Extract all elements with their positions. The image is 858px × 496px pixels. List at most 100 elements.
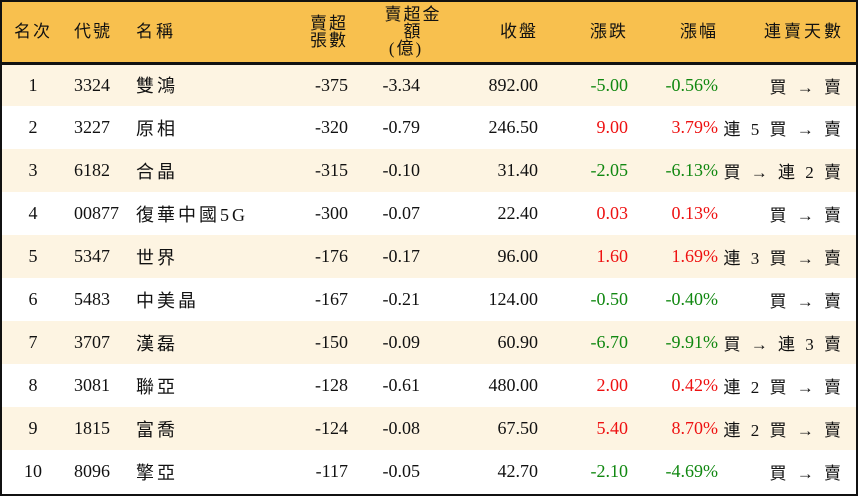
net-sell-amount-cell: -3.34 [382, 74, 421, 95]
table-row[interactable]: 9 1815 富喬 -124 -0.08 67.50 5.40 8.70% 連 … [2, 407, 856, 450]
close-price-cell: 124.00 [488, 289, 539, 309]
table-row[interactable]: 3 6182 合晶 -315 -0.10 31.40 -2.05 -6.13% … [2, 149, 856, 192]
change-pct-cell: -0.40% [665, 289, 719, 309]
close-price-cell: 60.90 [497, 332, 539, 352]
table-row[interactable]: 10 8096 擎亞 -117 -0.05 42.70 -2.10 -4.69%… [2, 450, 856, 493]
rank-cell: 5 [28, 246, 38, 266]
stock-code-cell[interactable]: 3324 [74, 74, 110, 95]
stock-code-cell[interactable]: 1815 [74, 418, 110, 438]
header-code[interactable]: 代號 [74, 22, 112, 42]
stock-code-cell[interactable]: 00877 [74, 203, 119, 223]
streak-cell: 連 2 買 → 賣 [723, 378, 844, 397]
net-sell-amount-cell: -0.09 [382, 332, 421, 352]
net-sell-lots-cell: -117 [315, 461, 348, 481]
rank-cell: 9 [28, 418, 38, 438]
stock-code-cell[interactable]: 3707 [74, 332, 110, 352]
change-pct-cell: 3.79% [671, 117, 719, 137]
price-change-cell: -2.10 [590, 461, 629, 481]
stock-name-cell[interactable]: 漢磊 [136, 333, 178, 354]
net-sell-lots-cell: -300 [315, 203, 348, 223]
net-sell-amount-cell: -0.08 [382, 418, 421, 438]
change-pct-cell: 8.70% [671, 418, 719, 438]
header-net-sell-amount[interactable]: 賣超金額 (億) [348, 2, 448, 63]
change-pct-cell: 1.69% [671, 246, 719, 266]
stock-code-cell[interactable]: 6182 [74, 160, 110, 180]
change-pct-cell: -6.13% [665, 160, 719, 180]
rank-cell: 4 [28, 203, 38, 223]
close-price-cell: 480.00 [488, 375, 539, 395]
price-change-cell: 0.03 [596, 203, 629, 223]
stock-name-cell[interactable]: 世界 [136, 247, 178, 268]
streak-cell: 買 → 連 2 賣 [723, 163, 844, 182]
net-sell-amount-cell: -0.05 [382, 461, 421, 481]
table-row[interactable]: 5 5347 世界 -176 -0.17 96.00 1.60 1.69% 連 … [2, 235, 856, 278]
table-row[interactable]: 4 00877 復華中國5G -300 -0.07 22.40 0.03 0.1… [2, 192, 856, 235]
header-close[interactable]: 收盤 [500, 22, 538, 42]
table-body: 1 3324 雙鴻 -375 -3.34 892.00 -5.00 -0.56%… [2, 63, 856, 493]
streak-cell: 買 → 連 3 賣 [723, 335, 844, 354]
table-row[interactable]: 6 5483 中美晶 -167 -0.21 124.00 -0.50 -0.40… [2, 278, 856, 321]
net-sell-lots-cell: -124 [315, 418, 348, 438]
table-row[interactable]: 8 3081 聯亞 -128 -0.61 480.00 2.00 0.42% 連… [2, 364, 856, 407]
stock-code-cell[interactable]: 3081 [74, 375, 110, 395]
streak-cell: 連 5 買 → 賣 [723, 120, 844, 139]
stock-code-cell[interactable]: 8096 [74, 461, 110, 481]
rank-cell: 7 [28, 332, 38, 352]
stock-name-cell[interactable]: 雙鴻 [136, 76, 178, 97]
header-net-sell-lots[interactable]: 賣超張數 [310, 13, 348, 50]
header-change-pct[interactable]: 漲幅 [680, 22, 718, 42]
header-name[interactable]: 名稱 [136, 22, 176, 42]
rank-cell: 10 [24, 461, 42, 481]
streak-cell: 連 2 買 → 賣 [723, 421, 844, 440]
stock-name-cell[interactable]: 中美晶 [136, 290, 199, 311]
close-price-cell: 67.50 [497, 418, 539, 438]
net-sell-amount-cell: -0.21 [382, 289, 421, 309]
net-sell-amount-cell: -0.10 [382, 160, 421, 180]
close-price-cell: 22.40 [497, 203, 539, 223]
net-sell-amount-cell: -0.79 [382, 117, 421, 137]
close-price-cell: 31.40 [497, 160, 539, 180]
table-row[interactable]: 2 3227 原相 -320 -0.79 246.50 9.00 3.79% 連… [2, 106, 856, 149]
streak-cell: 買 → 賣 [769, 77, 844, 97]
rank-cell: 6 [28, 289, 38, 309]
stock-name-cell[interactable]: 擎亞 [136, 462, 178, 483]
price-change-cell: 5.40 [596, 418, 629, 438]
change-pct-cell: -0.56% [665, 74, 719, 95]
close-price-cell: 246.50 [488, 117, 539, 137]
rank-cell: 2 [28, 117, 38, 137]
header-streak[interactable]: 連賣天數 [764, 22, 844, 42]
change-pct-cell: 0.13% [671, 203, 719, 223]
net-sell-amount-cell: -0.07 [382, 203, 421, 223]
stock-name-cell[interactable]: 復華中國5G [136, 204, 248, 225]
close-price-cell: 42.70 [497, 461, 539, 481]
price-change-cell: -5.00 [590, 74, 629, 95]
net-sell-lots-cell: -128 [315, 375, 348, 395]
net-sell-lots-cell: -315 [315, 160, 348, 180]
net-sell-lots-cell: -176 [315, 246, 348, 266]
rank-cell: 8 [28, 375, 38, 395]
header-net-sell-amount-unit: (億) [388, 39, 424, 59]
net-sell-amount-cell: -0.61 [382, 375, 421, 395]
stock-name-cell[interactable]: 合晶 [136, 161, 178, 182]
stock-code-cell[interactable]: 3227 [74, 117, 110, 137]
net-sell-amount-cell: -0.17 [382, 246, 421, 266]
table-row[interactable]: 1 3324 雙鴻 -375 -3.34 892.00 -5.00 -0.56%… [2, 63, 856, 106]
price-change-cell: 9.00 [596, 117, 629, 137]
price-change-cell: 1.60 [596, 246, 629, 266]
stock-name-cell[interactable]: 原相 [136, 118, 178, 139]
stock-name-cell[interactable]: 富喬 [136, 419, 178, 440]
price-change-cell: -0.50 [590, 289, 629, 309]
header-change[interactable]: 漲跌 [590, 22, 628, 42]
rank-cell: 3 [28, 160, 38, 180]
close-price-cell: 892.00 [488, 74, 539, 95]
stock-code-cell[interactable]: 5483 [74, 289, 110, 309]
stock-name-cell[interactable]: 聯亞 [136, 376, 178, 397]
net-sell-lots-cell: -150 [315, 332, 348, 352]
stock-code-cell[interactable]: 5347 [74, 246, 110, 266]
header-rank[interactable]: 名次 [14, 22, 52, 42]
header-row: 名次 代號 名稱 賣超張數 賣超金額 (億) 收盤 漲跌 漲幅 連賣天數 [2, 2, 856, 63]
rank-cell: 1 [28, 74, 38, 95]
table-row[interactable]: 7 3707 漢磊 -150 -0.09 60.90 -6.70 -9.91% … [2, 321, 856, 364]
